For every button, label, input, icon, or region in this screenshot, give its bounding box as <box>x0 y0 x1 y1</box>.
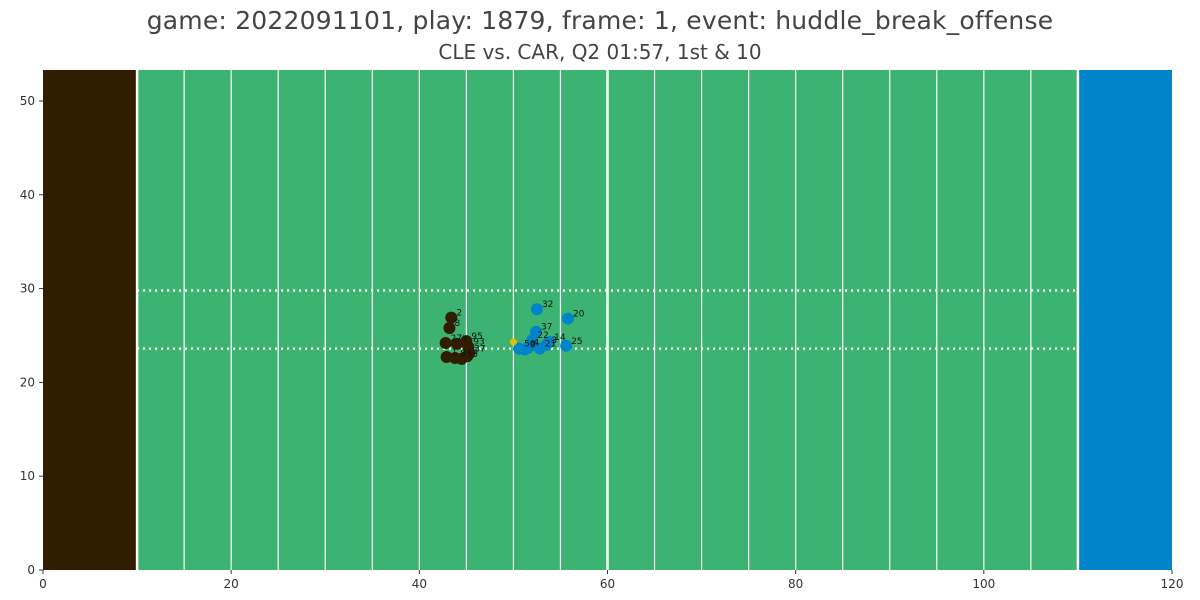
y-tick-label: 40 <box>20 188 35 202</box>
football-marker <box>509 338 517 346</box>
player-marker-cle <box>443 321 456 334</box>
player-jersey-label: 9 <box>530 341 536 351</box>
player-jersey-label: 5 <box>472 347 478 357</box>
player-marker-car <box>540 338 553 351</box>
y-tick-label: 30 <box>20 282 35 296</box>
player-jersey-label: 3 <box>551 336 557 346</box>
player-jersey-label: 27 <box>451 334 462 344</box>
player-jersey-label: 8 <box>460 349 466 359</box>
player-marker-car <box>560 339 573 352</box>
player-jersey-label: 8 <box>454 319 460 329</box>
player-jersey-label: 7 <box>462 335 468 345</box>
player-jersey-label: 21 <box>545 340 556 350</box>
player-jersey-label: 32 <box>542 300 553 310</box>
chart-subtitle: CLE vs. CAR, Q2 01:57, 1st & 10 <box>438 40 762 64</box>
player-jersey-label: 4 <box>533 339 539 349</box>
y-tick-label: 20 <box>20 375 35 389</box>
player-marker-cle <box>439 336 452 349</box>
player-jersey-label: 22 <box>537 331 548 341</box>
x-tick-label: 0 <box>39 577 47 591</box>
player-jersey-label: 95 <box>471 332 482 342</box>
player-jersey-label: 58 <box>524 340 536 350</box>
y-tick-label: 50 <box>20 94 35 108</box>
player-marker-car <box>518 343 531 356</box>
player-jersey-label: 2 <box>456 309 462 319</box>
player-jersey-label: 37 <box>541 323 552 333</box>
x-tick-label: 40 <box>412 577 427 591</box>
endzone-cle <box>43 70 138 570</box>
player-jersey-label: 1 <box>452 348 458 358</box>
x-tick-label: 120 <box>1161 577 1184 591</box>
y-tick-label: 0 <box>27 563 35 577</box>
endzone-car <box>1077 70 1172 570</box>
x-tick-label: 60 <box>600 577 615 591</box>
player-marker-cle <box>461 350 474 363</box>
player-jersey-label: 25 <box>571 337 582 347</box>
player-marker-cle <box>445 311 458 324</box>
x-tick-label: 80 <box>788 577 803 591</box>
player-jersey-label: 14 <box>554 333 566 343</box>
player-marker-car <box>561 312 574 325</box>
player-marker-cle <box>450 337 463 350</box>
player-jersey-label: 20 <box>573 310 585 320</box>
y-tick-label: 10 <box>20 469 35 483</box>
player-jersey-label: 93 <box>473 338 484 348</box>
player-jersey-label: 37 <box>474 344 485 354</box>
x-tick-label: 20 <box>224 577 239 591</box>
player-jersey-label: 55 <box>467 350 478 360</box>
chart-title: game: 2022091101, play: 1879, frame: 1, … <box>146 6 1054 35</box>
player-marker-car <box>530 303 543 316</box>
x-tick-label: 100 <box>972 577 995 591</box>
